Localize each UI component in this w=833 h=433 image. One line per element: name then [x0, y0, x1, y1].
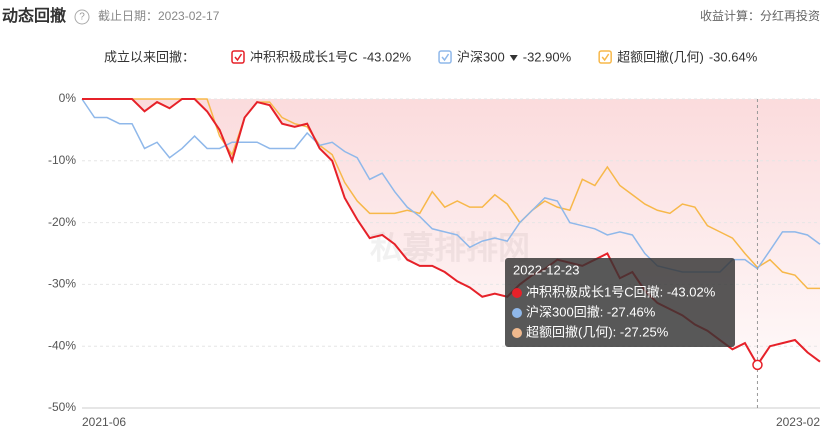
legend-checkbox[interactable] — [598, 50, 612, 64]
date-label: 截止日期：2023-02-17 — [98, 9, 220, 23]
legend-value: -32.90% — [523, 49, 572, 64]
legend-title: 成立以来回撤： — [104, 49, 195, 64]
y-tick-label: -10% — [48, 153, 76, 167]
legend-label[interactable]: 超额回撤(几何) — [617, 49, 704, 64]
tooltip-dot — [512, 288, 522, 298]
title: 动态回撤 — [2, 6, 66, 25]
legend-value: -43.02% — [363, 49, 412, 64]
tooltip-row: 沪深300回撤: -27.46% — [526, 304, 656, 319]
legend-check — [601, 53, 610, 62]
calc-method[interactable]: 收益计算：分红再投资 — [700, 8, 820, 23]
help[interactable]: ? — [79, 12, 85, 23]
help-icon[interactable] — [74, 9, 90, 25]
tooltip-dot — [512, 328, 522, 338]
tooltip-row: 冲积积极成长1号C回撤: -43.02% — [526, 284, 716, 299]
y-tick-label: 0% — [59, 91, 77, 105]
tooltip — [505, 258, 735, 347]
legend-checkbox[interactable] — [438, 50, 452, 64]
y-tick-label: -30% — [48, 277, 76, 291]
tooltip-row: 超额回撤(几何): -27.25% — [526, 324, 669, 339]
legend-label[interactable]: 冲积积极成长1号C — [250, 49, 358, 64]
dropdown-arrow — [509, 55, 518, 61]
legend-label[interactable]: 沪深300 — [457, 49, 505, 64]
legend-check — [441, 53, 450, 62]
hover-marker — [752, 359, 763, 371]
legend-value: -30.64% — [709, 49, 758, 64]
tooltip-dot — [512, 308, 522, 318]
x-tick-label: 2021-06 — [82, 415, 126, 429]
tooltip-date: 2022-12-23 — [513, 262, 580, 277]
legend-checkbox[interactable] — [231, 50, 245, 64]
series-line — [82, 98, 820, 290]
drawdown-area — [82, 99, 820, 365]
y-tick-label: -40% — [48, 338, 76, 352]
y-tick-label: -20% — [48, 215, 76, 229]
x-tick-label: 2023-02 — [776, 415, 820, 429]
y-tick-label: -50% — [48, 400, 76, 414]
legend-check — [234, 53, 243, 62]
